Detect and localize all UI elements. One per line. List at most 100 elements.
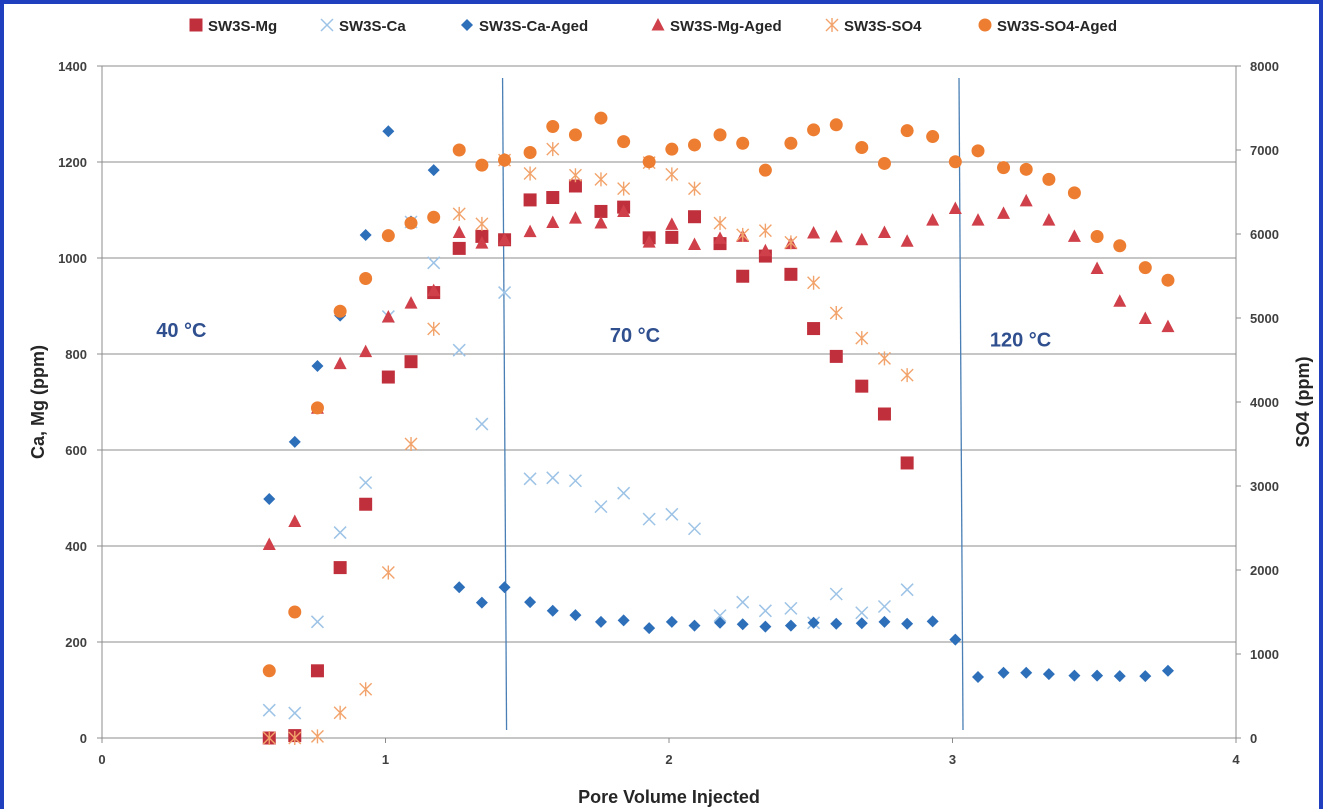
data-point bbox=[498, 232, 512, 246]
data-point bbox=[758, 163, 772, 177]
data-point bbox=[1067, 229, 1081, 242]
data-point bbox=[949, 633, 962, 646]
axes bbox=[97, 65, 1241, 743]
data-point bbox=[713, 231, 727, 244]
data-point bbox=[1161, 319, 1175, 333]
data-point bbox=[688, 138, 702, 152]
legend-label: SW3S-Mg bbox=[208, 18, 277, 35]
data-point bbox=[453, 581, 466, 594]
data-point bbox=[900, 368, 914, 383]
data-point bbox=[926, 130, 940, 144]
data-point bbox=[714, 616, 727, 629]
legend-label: SW3S-Mg-Aged bbox=[670, 18, 782, 35]
data-point bbox=[333, 356, 347, 370]
y-tick-label: 1000 bbox=[58, 251, 87, 266]
data-point bbox=[262, 537, 276, 551]
legend-marker bbox=[320, 18, 334, 32]
data-point bbox=[1138, 311, 1152, 324]
region-label: 70 °C bbox=[610, 325, 660, 347]
data-point bbox=[381, 310, 395, 323]
temperature-boundary-line bbox=[958, 77, 964, 731]
data-point bbox=[288, 514, 302, 528]
y-tick-label: 800 bbox=[65, 347, 87, 362]
y-tick-label: 200 bbox=[65, 635, 87, 650]
data-point bbox=[263, 492, 276, 505]
y2-tick-label: 1000 bbox=[1250, 647, 1279, 662]
data-point bbox=[784, 136, 798, 150]
data-point bbox=[498, 153, 512, 167]
data-point bbox=[568, 474, 582, 488]
data-point bbox=[688, 181, 702, 196]
data-point bbox=[877, 225, 891, 239]
data-point bbox=[523, 146, 537, 160]
tick-labels: 0 1 2 3 402004006008001000120014000100020003… bbox=[58, 59, 1279, 767]
data-point bbox=[333, 526, 347, 540]
data-point bbox=[1113, 239, 1127, 253]
data-point bbox=[427, 164, 440, 177]
data-point bbox=[688, 237, 702, 251]
data-point bbox=[452, 225, 466, 239]
data-point bbox=[997, 161, 1011, 175]
data-point bbox=[427, 321, 441, 336]
data-point bbox=[310, 729, 324, 744]
data-marks bbox=[262, 111, 1175, 745]
data-point bbox=[452, 241, 466, 255]
data-point bbox=[568, 128, 582, 142]
data-point bbox=[546, 471, 560, 485]
data-point bbox=[665, 507, 679, 521]
legend: SW3S-Mg SW3S-Ca SW3S-Ca-Aged SW3S-Mg-Aged SW… bbox=[189, 18, 1117, 35]
data-point bbox=[1161, 273, 1175, 287]
legend-marker bbox=[825, 18, 839, 32]
data-point bbox=[736, 227, 750, 242]
data-point bbox=[855, 232, 869, 246]
data-point bbox=[877, 599, 891, 614]
data-point bbox=[900, 583, 914, 597]
data-point bbox=[807, 123, 821, 137]
data-point bbox=[688, 210, 702, 224]
data-point bbox=[475, 158, 489, 172]
x-tick-label: 4 bbox=[1232, 752, 1240, 767]
y2-tick-label: 7000 bbox=[1250, 143, 1279, 158]
data-point bbox=[617, 614, 630, 627]
data-point bbox=[475, 596, 488, 609]
data-point bbox=[310, 401, 324, 415]
legend-marker bbox=[978, 18, 992, 32]
series-sw3s-so4-aged bbox=[262, 111, 1175, 678]
data-point bbox=[643, 622, 656, 635]
data-point bbox=[1020, 666, 1033, 679]
data-point bbox=[404, 355, 418, 369]
data-point bbox=[855, 606, 869, 620]
series-sw3s-ca-aged bbox=[263, 125, 1174, 684]
data-point bbox=[736, 136, 750, 150]
data-point bbox=[829, 118, 843, 132]
data-point bbox=[971, 144, 985, 158]
data-point bbox=[688, 619, 701, 632]
data-point bbox=[926, 213, 940, 226]
data-point bbox=[784, 601, 798, 615]
legend-label: SW3S-SO4-Aged bbox=[997, 18, 1117, 35]
data-point bbox=[359, 228, 372, 241]
data-point bbox=[972, 671, 985, 684]
data-point bbox=[452, 206, 466, 221]
data-point bbox=[1067, 186, 1081, 200]
y-tick-label: 1200 bbox=[58, 155, 87, 170]
data-point bbox=[1138, 261, 1152, 275]
data-point bbox=[1091, 669, 1104, 682]
data-point bbox=[427, 256, 441, 270]
y2-tick-label: 3000 bbox=[1250, 479, 1279, 494]
x-tick-label: 1 bbox=[382, 752, 389, 767]
data-point bbox=[948, 201, 962, 215]
data-point bbox=[568, 179, 582, 193]
data-point bbox=[901, 617, 914, 630]
data-point bbox=[546, 191, 560, 205]
data-point bbox=[594, 215, 608, 229]
x-axis-label: Pore Volume Injected bbox=[578, 787, 760, 807]
data-point bbox=[617, 181, 631, 196]
legend-marker bbox=[651, 18, 665, 31]
data-point bbox=[713, 609, 727, 623]
data-point bbox=[262, 703, 276, 717]
data-point bbox=[759, 620, 772, 633]
data-point bbox=[829, 305, 843, 320]
data-point bbox=[829, 587, 843, 601]
